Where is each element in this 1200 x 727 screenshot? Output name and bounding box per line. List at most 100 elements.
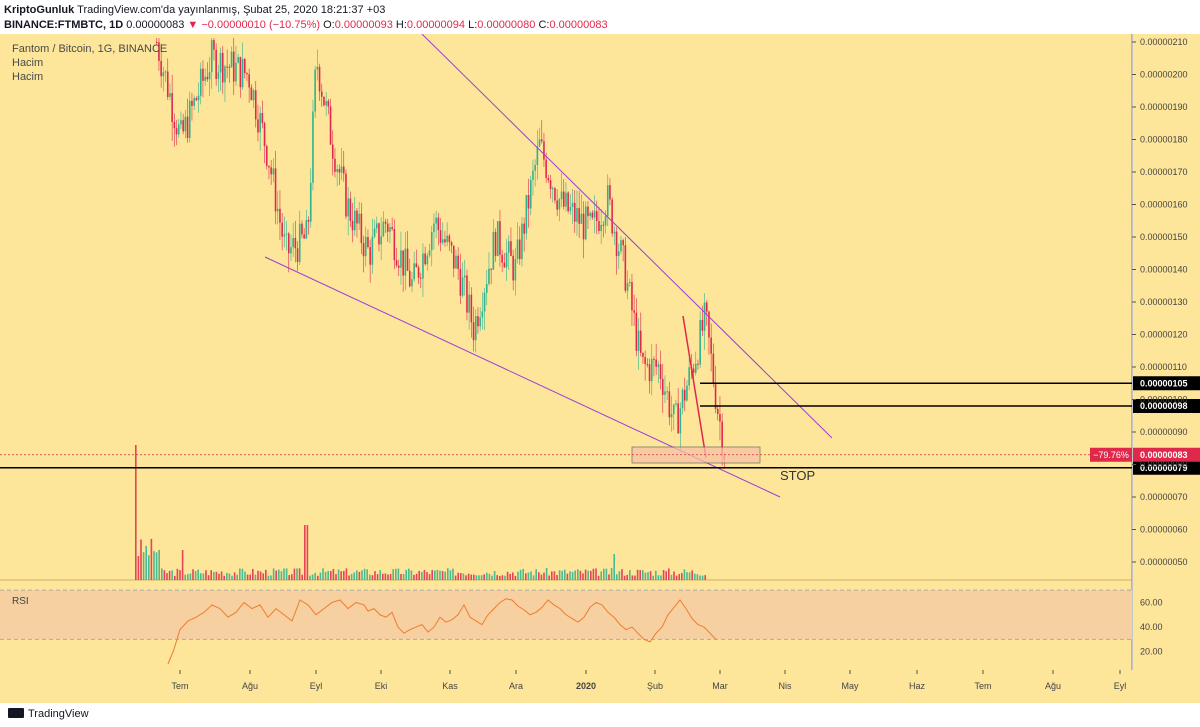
candle-body <box>525 195 528 234</box>
candle-body <box>483 292 486 312</box>
candle-body <box>463 275 466 278</box>
candle-body <box>382 221 385 237</box>
volume-bar <box>252 568 254 580</box>
volume-bar <box>532 575 535 580</box>
rsi-line <box>167 598 717 665</box>
volume-bar <box>330 570 332 580</box>
candle-body <box>243 58 246 74</box>
price-chart[interactable]: 0.00000105 0.00000098 0.00000079 STOP −79.76… <box>0 34 1200 703</box>
candle-body <box>455 255 457 269</box>
volume-bar <box>171 570 173 580</box>
last-price: 0.00000083 <box>126 19 185 31</box>
volume-bar <box>535 569 537 580</box>
time-tick-label: Eyl <box>1114 681 1127 691</box>
tradingview-logo[interactable]: TradingView <box>8 708 89 720</box>
volume-bar <box>343 570 345 580</box>
volume-bar <box>569 571 571 580</box>
volume-bar <box>444 571 446 580</box>
legend-title: Fantom / Bitcoin, 1G, BINANCE <box>12 43 168 55</box>
candle-body <box>622 240 624 246</box>
candle-body <box>492 231 495 270</box>
volume-bar <box>374 571 376 580</box>
candle-body <box>305 219 308 239</box>
candle-body <box>184 116 187 132</box>
candle-body <box>441 239 444 243</box>
change-label: −79.76% <box>1093 450 1129 460</box>
price-tick-label: 0.00000170 <box>1140 167 1188 177</box>
volume-bar <box>540 574 543 580</box>
volume-bar <box>283 568 285 580</box>
volume-bar <box>538 572 540 580</box>
candle-body <box>457 255 459 270</box>
volume-bar <box>704 575 706 580</box>
level-label: 0.00000079 <box>1140 463 1188 473</box>
legend-volume-1: Hacim <box>12 57 44 69</box>
volume-bar <box>304 525 306 580</box>
volume-bar <box>371 575 374 580</box>
candle-body <box>646 363 649 365</box>
volume-bar <box>608 574 610 580</box>
candle-body <box>413 263 415 280</box>
candle-body <box>375 223 378 229</box>
candle-body <box>635 312 638 351</box>
volume-bar <box>322 568 324 580</box>
published-info: TradingView.com'da yayınlanmış, Şubat 25… <box>77 4 386 16</box>
volume-bar <box>584 569 587 580</box>
candle-body <box>710 337 712 354</box>
volume-bar <box>465 575 467 580</box>
candle-body <box>228 66 231 68</box>
volume-bar <box>382 573 384 580</box>
volume-bar <box>571 571 574 580</box>
candle-body <box>655 359 657 367</box>
volume-bar <box>574 570 576 580</box>
volume-bar <box>158 549 160 580</box>
volume-bar <box>369 574 371 580</box>
volume-bar <box>184 574 186 580</box>
volume-bar <box>218 573 220 580</box>
candle-body <box>452 245 455 269</box>
volume-bar <box>181 550 184 580</box>
candle-body <box>197 95 200 101</box>
volume-bar <box>340 571 342 580</box>
candle-body <box>160 60 162 77</box>
candle-body <box>477 316 479 327</box>
candle-body <box>342 166 345 174</box>
candle-body <box>406 248 409 271</box>
candle-body <box>281 222 283 237</box>
volume-bar <box>215 571 218 580</box>
candle-body <box>683 389 686 401</box>
candle-body <box>699 319 701 365</box>
candle-body <box>173 121 176 129</box>
volume-bar <box>626 574 628 580</box>
time-tick-label: 2020 <box>576 681 596 691</box>
candle-body <box>213 40 215 50</box>
volume-bar <box>317 575 319 580</box>
volume-bar <box>168 570 171 580</box>
candle-body <box>312 111 314 183</box>
volume-bar <box>145 545 147 580</box>
volume-bar <box>335 574 337 580</box>
author-name[interactable]: KriptoGunluk <box>4 4 75 16</box>
volume-bar <box>519 569 522 580</box>
volume-bar <box>244 571 246 580</box>
volume-bar <box>272 568 275 580</box>
price-tick-label: 0.00000160 <box>1140 200 1188 210</box>
candle-body <box>186 116 189 138</box>
candle-body <box>675 403 677 405</box>
volume-bar <box>135 445 137 580</box>
candle-body <box>670 414 673 418</box>
candle-body <box>285 233 288 235</box>
volume-bar <box>220 571 223 580</box>
candle-body <box>679 408 682 434</box>
volume-bar <box>501 575 504 580</box>
candle-body <box>268 165 270 168</box>
candle-body <box>639 330 642 353</box>
candle-body <box>598 221 600 232</box>
candle-body <box>340 166 343 173</box>
volume-bar <box>670 574 673 580</box>
candle-body <box>437 217 440 231</box>
candle-body <box>358 213 360 224</box>
candle-body <box>595 211 598 222</box>
candle-body <box>345 173 347 217</box>
candle-body <box>664 391 666 395</box>
